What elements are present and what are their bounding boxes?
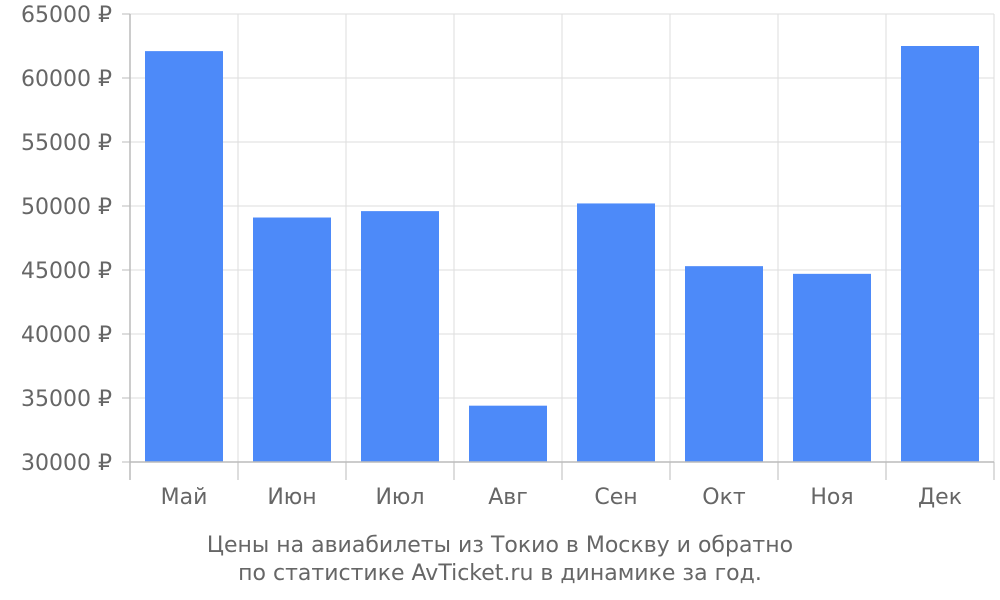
y-tick-label: 60000 ₽	[21, 67, 112, 92]
x-tick-label: Май	[161, 485, 208, 510]
x-tick-label: Дек	[918, 485, 962, 510]
bar-1	[145, 51, 223, 463]
bars	[145, 46, 979, 463]
x-tick-labels: Май Июн Июл Авг Сен Окт Ноя Дек	[161, 485, 962, 510]
x-tick-label: Июл	[375, 485, 424, 510]
bar-8	[901, 46, 979, 462]
x-tick-label: Июн	[267, 485, 316, 510]
axes	[122, 13, 995, 480]
bar-5	[577, 203, 655, 462]
y-tick-label: 45000 ₽	[21, 259, 112, 284]
x-tick-label: Авг	[488, 485, 528, 510]
bar-3	[361, 211, 439, 462]
caption-line-2: по статистике AvTicket.ru в динамике за …	[238, 561, 762, 586]
x-tick-label: Окт	[702, 485, 746, 510]
y-tick-label: 50000 ₽	[21, 195, 112, 220]
caption-line-1: Цены на авиабилеты из Токио в Москву и о…	[206, 533, 794, 558]
y-tick-label: 35000 ₽	[21, 387, 112, 412]
x-tick-label: Сен	[594, 485, 637, 510]
bar-7	[793, 273, 871, 462]
bar-2	[253, 217, 331, 462]
y-tick-label: 40000 ₽	[21, 323, 112, 348]
y-tick-label: 30000 ₽	[21, 451, 112, 476]
y-tick-labels: 30000 ₽ 35000 ₽ 40000 ₽ 45000 ₽ 50000 ₽ 55000…	[21, 3, 112, 476]
bar-6	[685, 266, 763, 462]
x-tick-label: Ноя	[810, 485, 853, 510]
y-tick-label: 65000 ₽	[21, 3, 112, 28]
bar-4	[469, 405, 547, 462]
y-tick-label: 55000 ₽	[21, 131, 112, 156]
chart-caption: Цены на авиабилеты из Токио в Москву и о…	[0, 532, 1000, 588]
